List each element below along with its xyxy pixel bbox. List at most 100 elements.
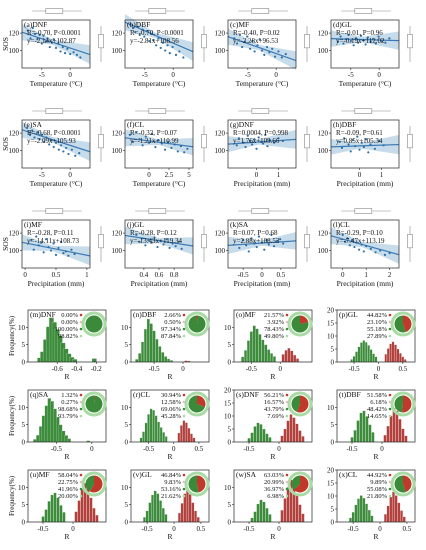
stats-annotation: R=0.0004, P=0.998 (233, 129, 288, 137)
pie-outer-ring (184, 311, 210, 337)
y-tick-label: 100 (318, 247, 329, 255)
legend-dot (285, 414, 289, 418)
x-tick-label: 0 (277, 445, 281, 453)
data-point (251, 39, 254, 43)
histogram-bar (301, 436, 305, 443)
percentage-label: 6.98% (267, 493, 284, 500)
histogram-bar (386, 425, 390, 443)
data-point (248, 139, 252, 143)
data-point (73, 252, 76, 256)
pie-slice-positive (402, 395, 412, 413)
panel-label: (j)GL (127, 220, 144, 229)
data-point (235, 144, 238, 147)
data-point (267, 243, 270, 246)
histogram-bar (365, 416, 369, 443)
histogram-bar (357, 346, 361, 363)
histogram-bar (159, 500, 162, 523)
data-point (359, 34, 363, 37)
data-point (45, 136, 48, 139)
pie-outer-ring (287, 471, 313, 497)
x-tick-label: 0 (255, 171, 259, 179)
percentage-label: 55.18% (367, 326, 388, 333)
x-tick-label: -0.5 (243, 525, 255, 533)
data-point (66, 47, 69, 50)
percentage-label: 56.21% (264, 392, 285, 399)
x-tick-label: 0 (181, 365, 185, 373)
data-point (151, 132, 154, 136)
data-point (235, 42, 239, 45)
data-point (171, 45, 174, 49)
histogram-bar (280, 510, 284, 523)
data-point (382, 144, 385, 147)
data-point (72, 51, 75, 54)
x-tick-label: -5 (39, 71, 45, 79)
legend-dot (388, 414, 392, 418)
histogram-bar (301, 513, 305, 523)
x-axis-label: R (373, 452, 378, 461)
data-point (237, 137, 241, 140)
data-point (48, 143, 51, 146)
x-axis-label: Temperature (°C) (30, 79, 83, 88)
histogram-bar (74, 511, 78, 523)
data-point (351, 138, 355, 142)
histogram-bar (92, 508, 96, 523)
data-point (380, 39, 384, 43)
regression-line (124, 21, 194, 53)
y-tick-label: 10 (18, 324, 26, 332)
x-tick-label: 0 (172, 445, 176, 453)
pie-outer-ring (390, 311, 416, 337)
percentage-label: 6.18% (370, 399, 387, 406)
data-point (351, 238, 354, 242)
legend-dot (182, 313, 186, 317)
y-tick-label: 0 (331, 359, 335, 367)
stats-annotation: y=-7.47x+113.19 (336, 237, 385, 245)
percentage-label: 58.04% (58, 472, 79, 479)
marginal-box-top (148, 108, 167, 114)
legend-dot (79, 327, 83, 331)
data-point (362, 250, 365, 253)
percentage-label: 36.97% (264, 486, 285, 493)
data-point (62, 252, 65, 255)
x-tick-label: 0 (377, 365, 381, 373)
x-axis-label: Temperature (°C) (339, 79, 392, 88)
x-axis-label: Temperature (°C) (133, 179, 186, 188)
pie-outer-ring (81, 471, 107, 497)
y-tick-label: 120 (9, 130, 20, 138)
percentage-label: 21.80% (367, 493, 388, 500)
data-point (353, 245, 356, 249)
stats-annotation: R=-0.01, P=0.96 (336, 29, 383, 37)
stats-annotation: y=-14.11x+108.73 (27, 237, 79, 245)
data-point (165, 238, 168, 241)
data-point (143, 35, 146, 38)
panel-21: 0 5 10 -0.5 0 0.5 (v)GL R 46.84%9.83%53.16%21.62… (121, 469, 210, 541)
legend-dot (79, 414, 83, 418)
y-tick-label: 10 (18, 404, 26, 412)
histogram-bar (374, 356, 378, 363)
x-axis-label: Precipitation (mm) (131, 279, 188, 288)
data-point (152, 38, 155, 42)
data-point (282, 242, 285, 245)
data-point (147, 238, 150, 242)
data-point (388, 252, 391, 255)
histogram-bar (395, 410, 399, 443)
data-point (367, 151, 370, 154)
data-point (233, 37, 236, 40)
percentage-label: 21.62% (161, 493, 182, 500)
legend-dot (182, 407, 186, 411)
data-point (153, 236, 156, 239)
data-point (171, 242, 174, 245)
panel-8: 100 120 0 0.5 1 (i)MFR=-0.28, P=0.11y=-14.11x… (1, 208, 104, 288)
legend-dot (79, 487, 83, 491)
data-point (346, 237, 349, 240)
stats-annotation: R=-0.32, P=0.07 (130, 129, 177, 137)
x-tick-label: -0.5 (238, 271, 250, 279)
data-point (250, 237, 253, 240)
x-tick-label: -0.5 (149, 365, 161, 373)
plot-frame (27, 389, 107, 443)
y-tick-label: 5 (125, 501, 129, 509)
y-tick-label: 100 (318, 47, 329, 55)
histogram-bar (389, 496, 393, 523)
y-tick-label: 100 (318, 147, 329, 155)
histogram-bar (401, 428, 405, 443)
histogram-bar (135, 359, 139, 363)
